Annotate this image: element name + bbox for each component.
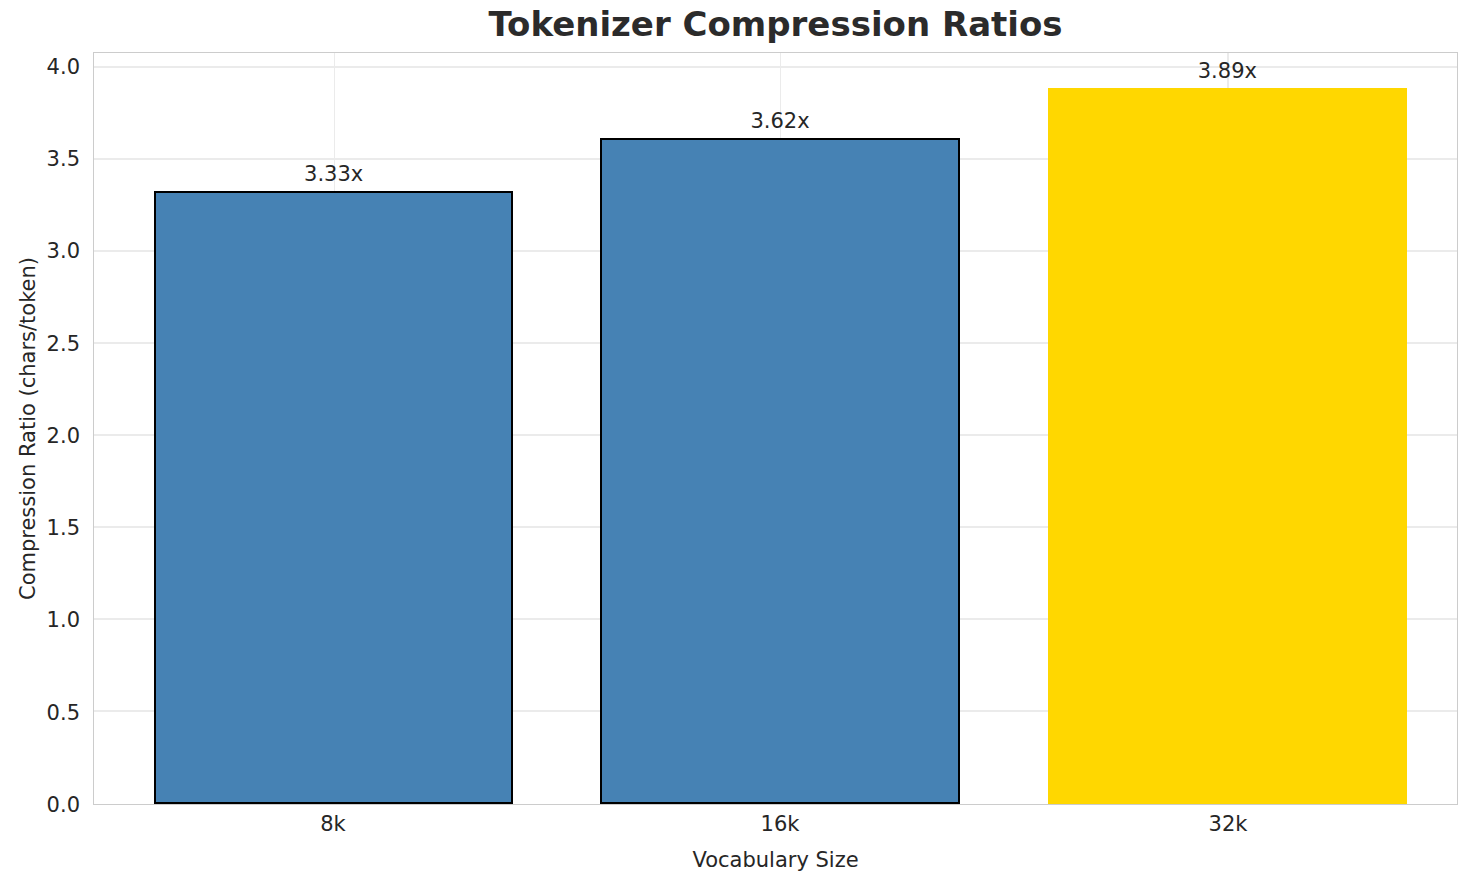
- bar-value-label-16k: 3.62x: [750, 111, 809, 132]
- x-tick-label-32k: 32k: [1209, 814, 1248, 835]
- x-axis-title: Vocabulary Size: [93, 848, 1458, 872]
- bar-value-label-8k: 3.33x: [304, 164, 363, 185]
- chart-figure: Tokenizer Compression Ratios 3.33x3.62x3…: [0, 0, 1484, 885]
- y-tick-label-2.0: 2.0: [47, 425, 80, 446]
- bar-16k: [600, 138, 959, 804]
- y-tick-label-0.5: 0.5: [47, 702, 80, 723]
- y-tick-label-2.5: 2.5: [47, 333, 80, 354]
- chart-title: Tokenizer Compression Ratios: [93, 4, 1458, 44]
- x-tick-label-8k: 8k: [320, 814, 346, 835]
- y-tick-label-1.5: 1.5: [47, 518, 80, 539]
- plot-area: 3.33x 3.62x 3.89x: [93, 52, 1458, 805]
- y-tick-label-3.5: 3.5: [47, 149, 80, 170]
- bar-value-label-32k: 3.89x: [1198, 61, 1257, 82]
- x-tick-label-16k: 16k: [761, 814, 800, 835]
- x-axis-ticks: 8k 16k 32k: [93, 814, 1458, 842]
- y-tick-label-4.0: 4.0: [47, 56, 80, 77]
- bar-32k: [1048, 88, 1407, 804]
- y-axis-title: Compression Ratio (chars/token): [10, 52, 46, 805]
- y-tick-label-3.0: 3.0: [47, 241, 80, 262]
- bar-8k: [154, 191, 513, 804]
- y-tick-label-1.0: 1.0: [47, 610, 80, 631]
- y-tick-label-0.0: 0.0: [47, 795, 80, 816]
- y-axis-title-text: Compression Ratio (chars/token): [16, 257, 40, 600]
